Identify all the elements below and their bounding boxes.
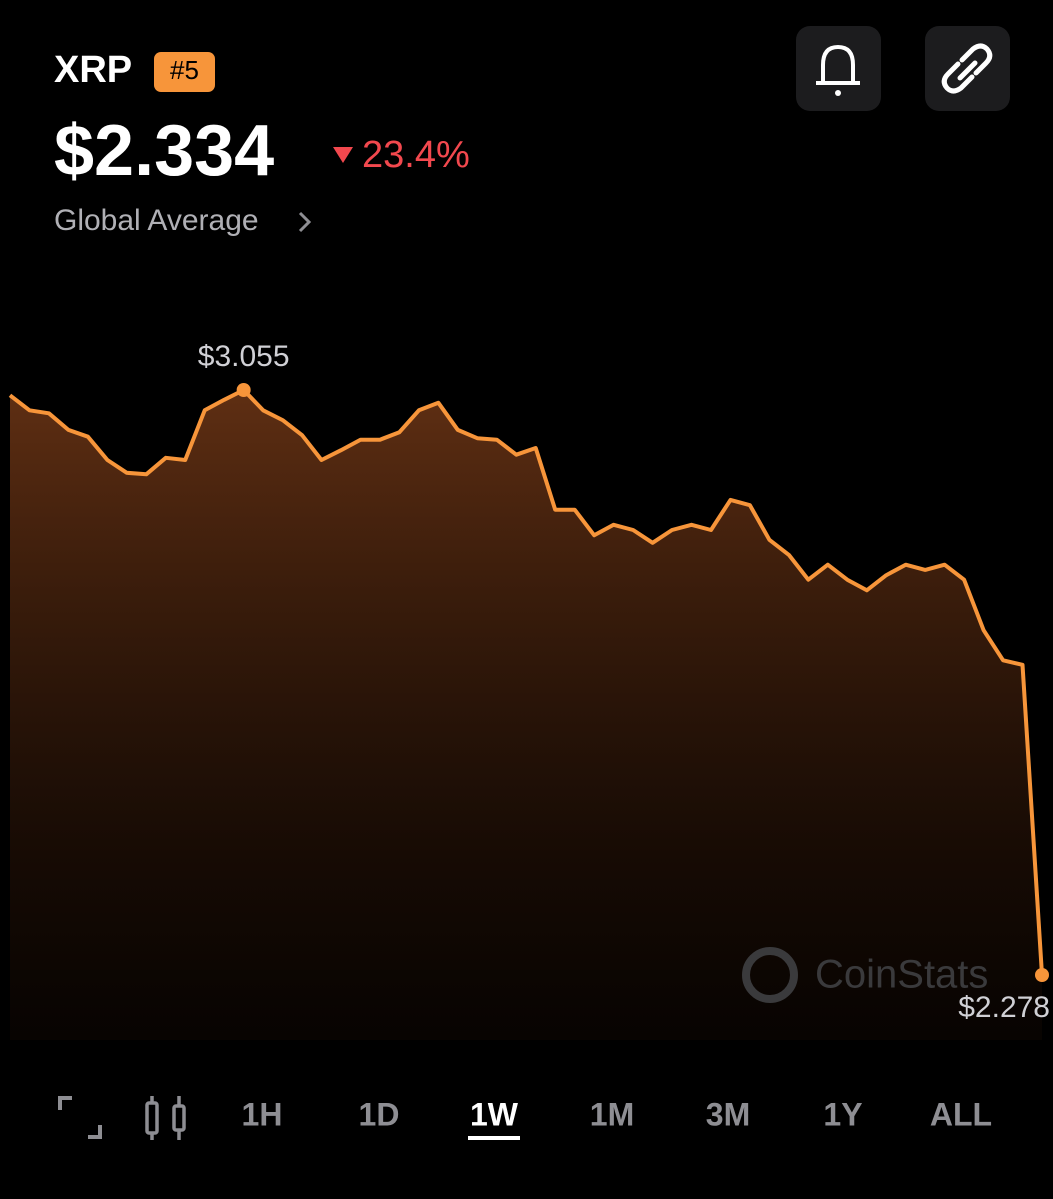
point-marker — [236, 383, 251, 397]
alert-button[interactable] — [796, 26, 881, 111]
range-button[interactable]: 1M — [590, 1096, 634, 1132]
bell-icon — [816, 44, 860, 85]
area — [10, 390, 1042, 1040]
range-button[interactable]: 1D — [359, 1096, 400, 1132]
symbol: XRP — [54, 49, 132, 91]
rank: #5 — [170, 55, 199, 85]
watermark: CoinStats — [815, 953, 988, 997]
down-arrow — [333, 147, 353, 163]
point-marker — [1035, 968, 1049, 982]
value-label: $2.278 — [958, 991, 1050, 1024]
range-button[interactable]: 1Y — [823, 1096, 862, 1132]
value-label: $3.055 — [198, 340, 290, 373]
watermark-logo — [742, 947, 798, 1003]
range-underline — [468, 1136, 520, 1140]
source[interactable]: Global Average — [54, 204, 259, 237]
range-button[interactable]: 1H — [242, 1096, 283, 1132]
fullscreen-icon[interactable] — [58, 1096, 102, 1139]
chevron — [298, 211, 312, 233]
candle-icon[interactable] — [145, 1096, 186, 1140]
range-button[interactable]: ALL — [930, 1096, 992, 1132]
range-bar: 1H 1D 1W 1M 3M 1Y ALL — [242, 1096, 992, 1140]
rank-badge — [154, 52, 215, 92]
link-icon — [941, 43, 993, 94]
change: 23.4% — [362, 134, 470, 176]
range-button[interactable]: 1W — [470, 1096, 519, 1132]
price: $2.334 — [54, 111, 274, 191]
range-button[interactable]: 3M — [706, 1096, 750, 1132]
chart: $3.055 $2.278 — [8, 340, 1050, 1040]
bell-dot — [835, 90, 841, 96]
price-line — [8, 388, 1044, 976]
